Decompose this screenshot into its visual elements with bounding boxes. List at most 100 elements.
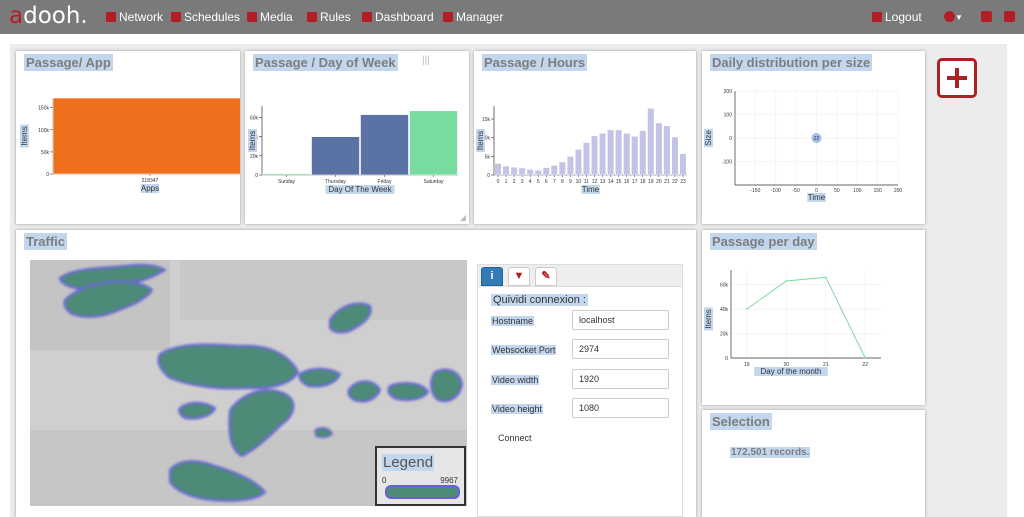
websocket-port-input[interactable]: 2974 <box>572 339 669 359</box>
x-tick-label: 21 <box>664 179 670 185</box>
tab-style[interactable]: ✎ <box>535 267 557 286</box>
heat-blob <box>228 389 295 458</box>
x-tick-label: Sunday <box>278 179 295 185</box>
download-button[interactable] <box>1004 9 1015 25</box>
nav-dashboard[interactable]: Dashboard <box>362 9 434 25</box>
bar <box>679 153 687 176</box>
y-axis-label: Items <box>248 131 257 151</box>
x-tick-label: 19 <box>744 362 750 368</box>
bar <box>655 122 663 176</box>
heat-blob <box>58 263 167 291</box>
copy-button[interactable] <box>981 9 992 25</box>
x-axis-label: Time <box>808 193 826 202</box>
y-axis-label-group: Size <box>704 128 713 148</box>
legend-title: Legend <box>382 454 435 471</box>
film-icon <box>247 12 257 22</box>
nav-manager[interactable]: Manager <box>443 9 503 25</box>
bar <box>494 163 502 176</box>
x-tick-label: 22 <box>862 362 868 368</box>
nav-media[interactable]: Media <box>247 9 293 25</box>
video-height-label: Video height <box>491 404 543 414</box>
legend-max: 9967 <box>440 476 458 485</box>
heat-blob <box>169 460 267 502</box>
panel-passage-app[interactable]: Passage/ App 0 50k 100k 150k 218347 Apps Items <box>16 51 240 224</box>
x-tick-label: 11 <box>584 179 589 185</box>
y-tick-label: 15k <box>482 117 491 123</box>
x-tick-label: 10 <box>576 179 582 185</box>
heat-blob <box>430 368 464 403</box>
nav-schedules[interactable]: Schedules <box>171 9 240 25</box>
nav-rules[interactable]: Rules <box>307 9 351 25</box>
hostname-input[interactable]: localhost <box>572 310 669 330</box>
heat-blob <box>63 280 154 318</box>
y-axis-label: Items <box>20 126 29 146</box>
language-dropdown[interactable]: ▼ <box>944 9 963 25</box>
x-tick-label: Thursday <box>325 179 346 185</box>
tab-filter[interactable]: ▼ <box>508 267 530 286</box>
x-axis-label: Time <box>582 185 600 194</box>
panel-passage-hours[interactable]: Passage / Hours 0 5k 10k 15k 0 1 2 3 4 5 6 7 8 9 10 11 1… <box>474 51 696 224</box>
info-icon: i <box>490 270 494 282</box>
bar <box>510 166 518 176</box>
panel-title: Passage / Day of Week <box>253 54 398 71</box>
filter-icon: ▼ <box>513 270 525 282</box>
y-tick-label: 0 <box>487 173 490 179</box>
x-tick-label: 150 <box>873 188 882 194</box>
label-highlight <box>20 124 29 148</box>
drag-handle-icon[interactable]: ||| <box>422 55 430 66</box>
y-tick-label: 0 <box>729 136 732 142</box>
hostname-label: Hostname <box>491 316 535 326</box>
series-line <box>746 276 866 359</box>
line-point <box>745 308 748 310</box>
x-tick-label: 0 <box>497 179 500 185</box>
x-tick-label: 4 <box>529 179 532 185</box>
brand-logo[interactable]: adooh. <box>9 3 88 29</box>
logout-link[interactable]: Logout <box>872 9 922 25</box>
bar <box>598 132 607 176</box>
panel-selection[interactable]: Selection 172,501 records. <box>702 410 925 517</box>
connect-button[interactable]: Connect <box>498 433 532 443</box>
panel-title: Passage/ App <box>24 54 113 71</box>
x-tick-label: 14 <box>608 179 614 185</box>
bar <box>623 132 631 176</box>
y-axis-label: Items <box>476 131 485 151</box>
heat-blob <box>314 427 333 439</box>
caret-down-icon: ▼ <box>955 13 963 22</box>
y-tick-label: 10k <box>482 136 491 142</box>
x-tick-label: 7 <box>553 179 556 185</box>
panel-passage-day-of-week[interactable]: Passage / Day of Week ||| 020k40k60kSund… <box>245 51 469 224</box>
y-axis-label-group: Items <box>248 129 257 152</box>
tab-info[interactable]: i <box>481 267 503 286</box>
chart-passage-per-day: 19 20 21 22 0 20k 40k 60k Day of the month Items <box>704 270 881 376</box>
y-tick-label: 0 <box>46 172 49 178</box>
mobile-icon <box>106 12 116 22</box>
add-widget-button[interactable] <box>937 58 977 98</box>
y-tick-label: 200 <box>724 89 733 95</box>
panel-daily-distribution[interactable]: Daily distribution per size -150 -100 -50 0… <box>702 51 925 224</box>
y-axis-label: Items <box>704 309 713 329</box>
y-tick-label: 0 <box>725 356 728 362</box>
nav-network[interactable]: Network <box>106 9 163 25</box>
bar <box>502 165 510 176</box>
bar <box>518 167 526 176</box>
bar <box>542 167 550 176</box>
y-tick-label: 0 <box>255 173 258 179</box>
records-count: 172,501 records. <box>730 447 811 458</box>
video-width-input[interactable]: 1920 <box>572 369 669 389</box>
y-axis-label: Size <box>704 130 713 146</box>
x-tick-label: 1 <box>505 179 508 185</box>
line-point <box>824 276 827 279</box>
video-height-input[interactable]: 1080 <box>572 398 669 418</box>
x-tick-label: 218347 <box>142 178 159 184</box>
download-icon <box>1004 11 1015 22</box>
bar <box>631 135 639 176</box>
panel-passage-per-day[interactable]: Passage per day 19 20 21 22 0 20k 40k 60k Day of… <box>702 230 925 405</box>
config-heading: Quividi connexion : <box>491 294 588 306</box>
y-tick-label: 100k <box>38 128 49 134</box>
x-tick-label: 0 <box>815 188 818 194</box>
label-highlight <box>807 193 826 202</box>
config-tabs: i ▼ ✎ <box>478 265 682 287</box>
x-axis-label: Apps <box>141 184 159 193</box>
resize-handle-icon[interactable]: ◢ <box>459 213 466 222</box>
bar <box>550 165 558 176</box>
